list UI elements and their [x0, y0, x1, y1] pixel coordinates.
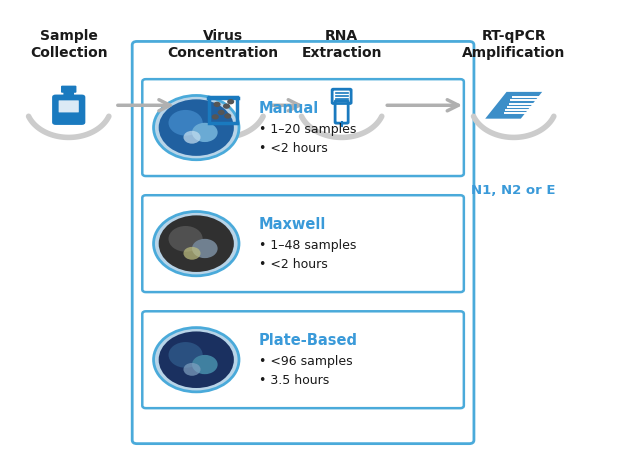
Text: RNA
Extraction: RNA Extraction — [302, 29, 382, 60]
Circle shape — [169, 110, 203, 136]
Circle shape — [153, 327, 239, 392]
Circle shape — [218, 110, 225, 115]
Polygon shape — [485, 92, 542, 119]
Circle shape — [159, 100, 234, 156]
Circle shape — [223, 104, 230, 109]
FancyBboxPatch shape — [142, 195, 464, 292]
Text: • <2 hours: • <2 hours — [258, 142, 328, 155]
Circle shape — [153, 95, 239, 160]
Text: Maxwell: Maxwell — [258, 218, 326, 232]
Circle shape — [159, 332, 234, 388]
Text: N1, N2 or E: N1, N2 or E — [472, 184, 556, 197]
Text: • 1–48 samples: • 1–48 samples — [258, 239, 356, 252]
Circle shape — [227, 99, 234, 104]
FancyBboxPatch shape — [52, 94, 85, 125]
FancyBboxPatch shape — [61, 86, 77, 93]
FancyBboxPatch shape — [59, 100, 79, 113]
Circle shape — [184, 247, 201, 260]
Text: Manual: Manual — [258, 101, 319, 116]
Text: Plate-Based: Plate-Based — [258, 333, 358, 348]
Text: Virus
Concentration: Virus Concentration — [167, 29, 279, 60]
Circle shape — [192, 123, 218, 142]
Circle shape — [192, 355, 218, 374]
FancyBboxPatch shape — [132, 41, 474, 444]
Circle shape — [159, 215, 234, 272]
Circle shape — [213, 102, 221, 107]
FancyBboxPatch shape — [142, 79, 464, 176]
Text: Sample
Collection: Sample Collection — [30, 29, 108, 60]
Circle shape — [169, 342, 203, 368]
Circle shape — [184, 363, 201, 376]
Circle shape — [169, 226, 203, 252]
Text: • <2 hours: • <2 hours — [258, 258, 328, 271]
Circle shape — [153, 212, 239, 276]
Circle shape — [192, 239, 218, 258]
Text: RT-qPCR
Amplification: RT-qPCR Amplification — [462, 29, 565, 60]
FancyBboxPatch shape — [64, 91, 74, 100]
Circle shape — [212, 114, 219, 120]
Text: • 1–20 samples: • 1–20 samples — [258, 123, 356, 136]
FancyBboxPatch shape — [142, 311, 464, 408]
Text: • 3.5 hours: • 3.5 hours — [258, 374, 329, 387]
Circle shape — [224, 113, 231, 119]
Circle shape — [184, 131, 201, 144]
Text: • <96 samples: • <96 samples — [258, 355, 352, 368]
